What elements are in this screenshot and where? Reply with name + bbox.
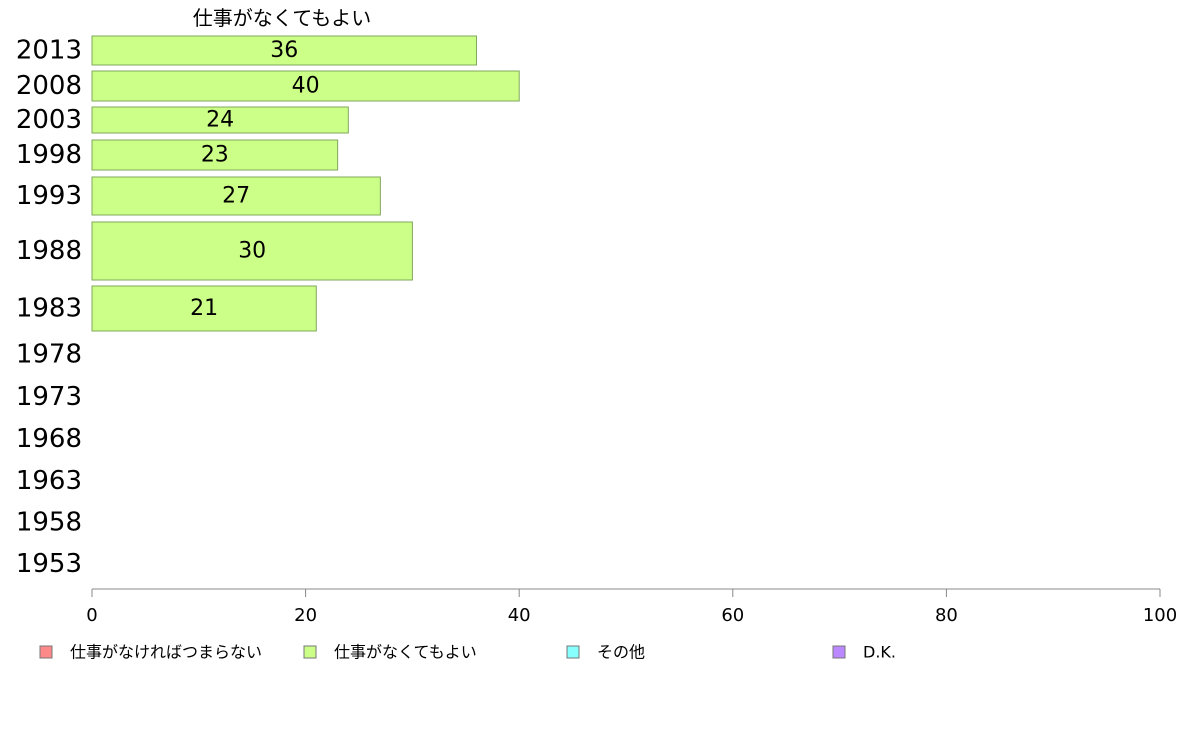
legend: 仕事がなければつまらない 仕事がなくてもよい その他 D.K. <box>39 643 896 662</box>
bar-value-label-1988: 30 <box>238 239 266 264</box>
legend-label-2: その他 <box>597 643 645 662</box>
year-label-2003: 2003 <box>16 105 82 135</box>
x-tick-label-60: 60 <box>721 605 744 626</box>
bar-1988 <box>91 221 413 281</box>
legend-label-0: 仕事がなければつまらない <box>70 643 262 662</box>
chart-title: 仕事がなくてもよい <box>193 6 371 30</box>
x-tick-label-40: 40 <box>508 605 531 626</box>
bar-value-label-2013: 36 <box>270 38 298 63</box>
bar-value-label-2003: 24 <box>206 108 234 133</box>
year-label-1988: 1988 <box>16 236 82 266</box>
bar-1998 <box>91 139 339 171</box>
legend-label-3: D.K. <box>863 643 896 662</box>
year-label-1978: 1978 <box>16 340 82 370</box>
bars-layer: 36 40 24 23 27 30 21 <box>91 35 520 332</box>
bar-2008 <box>91 70 520 102</box>
legend-swatch-1 <box>303 645 317 659</box>
year-labels-layer: 2013 2008 2003 1998 1993 1988 1983 1978 1973 1968… <box>16 36 82 580</box>
year-label-1998: 1998 <box>16 140 82 170</box>
x-tick-label-20: 20 <box>294 605 317 626</box>
year-label-1983: 1983 <box>16 294 82 324</box>
year-label-1993: 1993 <box>16 181 82 211</box>
year-label-1963: 1963 <box>16 466 82 496</box>
bar-2013 <box>91 35 477 66</box>
year-label-1973: 1973 <box>16 382 82 412</box>
year-label-1953: 1953 <box>16 549 82 579</box>
x-tick-label-100: 100 <box>1143 605 1177 626</box>
x-axis: 0 20 40 60 80 100 <box>86 588 1177 626</box>
bar-value-label-1998: 23 <box>201 143 229 168</box>
bar-1993 <box>91 176 381 216</box>
bar-value-label-1983: 21 <box>190 296 218 321</box>
bar-1983 <box>91 285 317 332</box>
bar-value-label-2008: 40 <box>292 74 320 99</box>
legend-swatch-3 <box>832 645 846 659</box>
x-tick-label-80: 80 <box>935 605 958 626</box>
legend-swatch-2 <box>566 645 580 659</box>
year-label-2008: 2008 <box>16 71 82 101</box>
legend-swatch-0 <box>39 645 53 659</box>
legend-label-1: 仕事がなくてもよい <box>334 643 477 662</box>
bar-2003 <box>91 106 349 134</box>
bar-value-label-1993: 27 <box>222 184 250 209</box>
year-label-2013: 2013 <box>16 36 82 66</box>
x-tick-label-0: 0 <box>86 605 97 626</box>
year-label-1968: 1968 <box>16 424 82 454</box>
year-label-1958: 1958 <box>16 508 82 538</box>
